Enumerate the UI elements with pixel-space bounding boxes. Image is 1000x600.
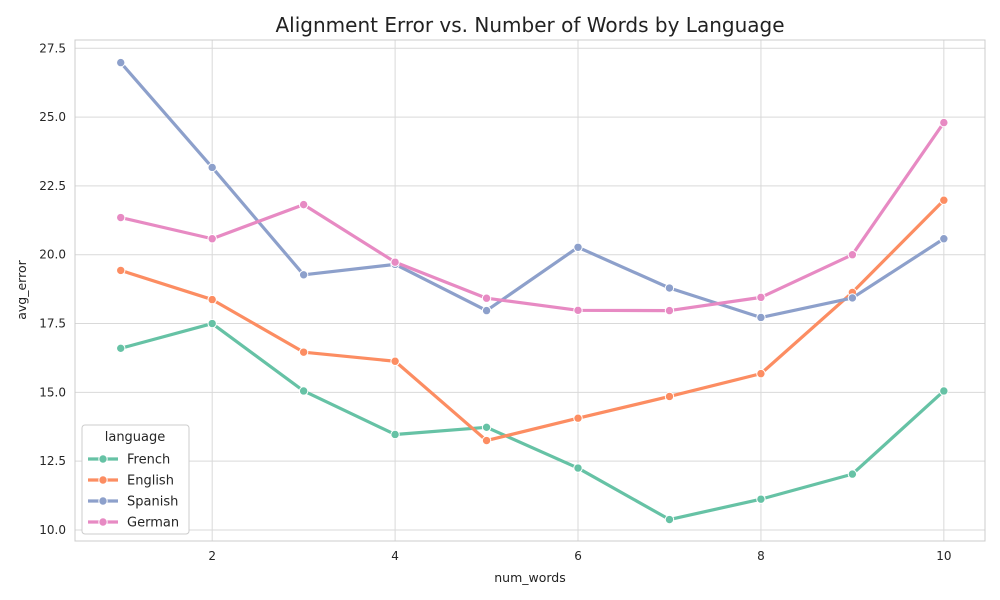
y-tick-label: 17.5	[39, 317, 66, 331]
legend-label: French	[127, 453, 170, 468]
legend-swatch-marker	[98, 496, 108, 506]
data-point-german	[116, 212, 126, 223]
series-french	[116, 318, 949, 525]
plot-area	[75, 40, 985, 541]
data-point-french	[298, 386, 309, 396]
data-point-english	[481, 435, 492, 446]
y-tick-label: 22.5	[39, 179, 66, 193]
data-point-english	[116, 265, 126, 276]
data-point-english	[939, 195, 949, 205]
data-point-german	[298, 199, 309, 210]
plot-frame	[74, 39, 986, 542]
legend-item-english: English	[88, 474, 174, 489]
data-point-english	[756, 368, 766, 379]
data-point-german	[756, 292, 766, 303]
series-german	[116, 117, 949, 316]
chart-title: Alignment Error vs. Number of Words by L…	[275, 13, 784, 37]
data-point-german	[939, 117, 949, 128]
grid	[75, 40, 985, 541]
y-tick-label: 10.0	[39, 523, 66, 537]
legend-items: French English Spanish German	[88, 453, 179, 531]
legend: language French English Spanish German	[81, 424, 190, 535]
data-point-spanish	[298, 270, 309, 280]
data-point-spanish	[847, 293, 858, 303]
data-point-french	[756, 494, 766, 504]
data-point-spanish	[756, 312, 766, 323]
legend-title: language	[105, 430, 166, 445]
legend-swatch-marker	[98, 454, 108, 464]
x-tick-label: 6	[574, 549, 582, 563]
data-point-spanish	[573, 242, 583, 252]
legend-swatch-marker	[98, 517, 108, 527]
y-tick-label: 25.0	[39, 110, 66, 124]
data-point-french	[847, 469, 858, 479]
series-line-english	[119, 198, 946, 443]
legend-label: English	[127, 474, 174, 489]
data-point-english	[390, 356, 400, 366]
ticks-layer: 2 4 6 8 10 10.0 12.5 15.0 17.5 20.0 22.5 25.0 27.5	[39, 41, 951, 563]
data-point-spanish	[939, 234, 949, 244]
legend-swatch-marker	[98, 475, 108, 485]
data-point-spanish	[207, 162, 217, 173]
x-axis-label: num_words	[494, 570, 566, 585]
data-point-french	[573, 463, 583, 473]
data-point-english	[298, 347, 309, 357]
data-point-english	[207, 294, 217, 305]
data-point-french	[116, 343, 126, 354]
data-point-german	[481, 293, 492, 303]
data-point-french	[939, 386, 949, 396]
series-line-french	[119, 321, 946, 522]
legend-box	[81, 424, 190, 535]
data-point-german	[847, 250, 858, 260]
x-tick-label: 2	[208, 549, 216, 563]
data-point-french	[207, 318, 217, 329]
data-point-german	[573, 305, 583, 316]
legend-item-spanish: Spanish	[88, 495, 178, 510]
x-tick-label: 8	[757, 549, 765, 563]
data-point-spanish	[664, 283, 675, 293]
data-point-german	[390, 257, 400, 267]
data-point-french	[664, 514, 675, 525]
data-point-english	[664, 391, 675, 402]
data-point-english	[573, 413, 583, 423]
x-tick-label: 4	[391, 549, 399, 563]
series-layer	[116, 57, 949, 525]
series-line-german	[119, 120, 946, 313]
data-point-spanish	[116, 57, 126, 68]
legend-label: Spanish	[127, 495, 178, 510]
y-tick-label: 15.0	[39, 385, 66, 399]
y-axis-label: avg_error	[14, 259, 29, 319]
y-tick-label: 27.5	[39, 41, 66, 55]
data-point-french	[481, 422, 492, 433]
data-point-german	[664, 305, 675, 316]
legend-item-french: French	[88, 453, 170, 468]
data-point-french	[390, 429, 400, 440]
y-tick-label: 12.5	[39, 454, 66, 468]
y-tick-label: 20.0	[39, 248, 66, 262]
data-point-german	[207, 234, 217, 244]
legend-item-german: German	[88, 516, 179, 531]
legend-label: German	[127, 516, 179, 531]
x-tick-label: 10	[936, 549, 951, 563]
data-point-spanish	[481, 305, 492, 316]
